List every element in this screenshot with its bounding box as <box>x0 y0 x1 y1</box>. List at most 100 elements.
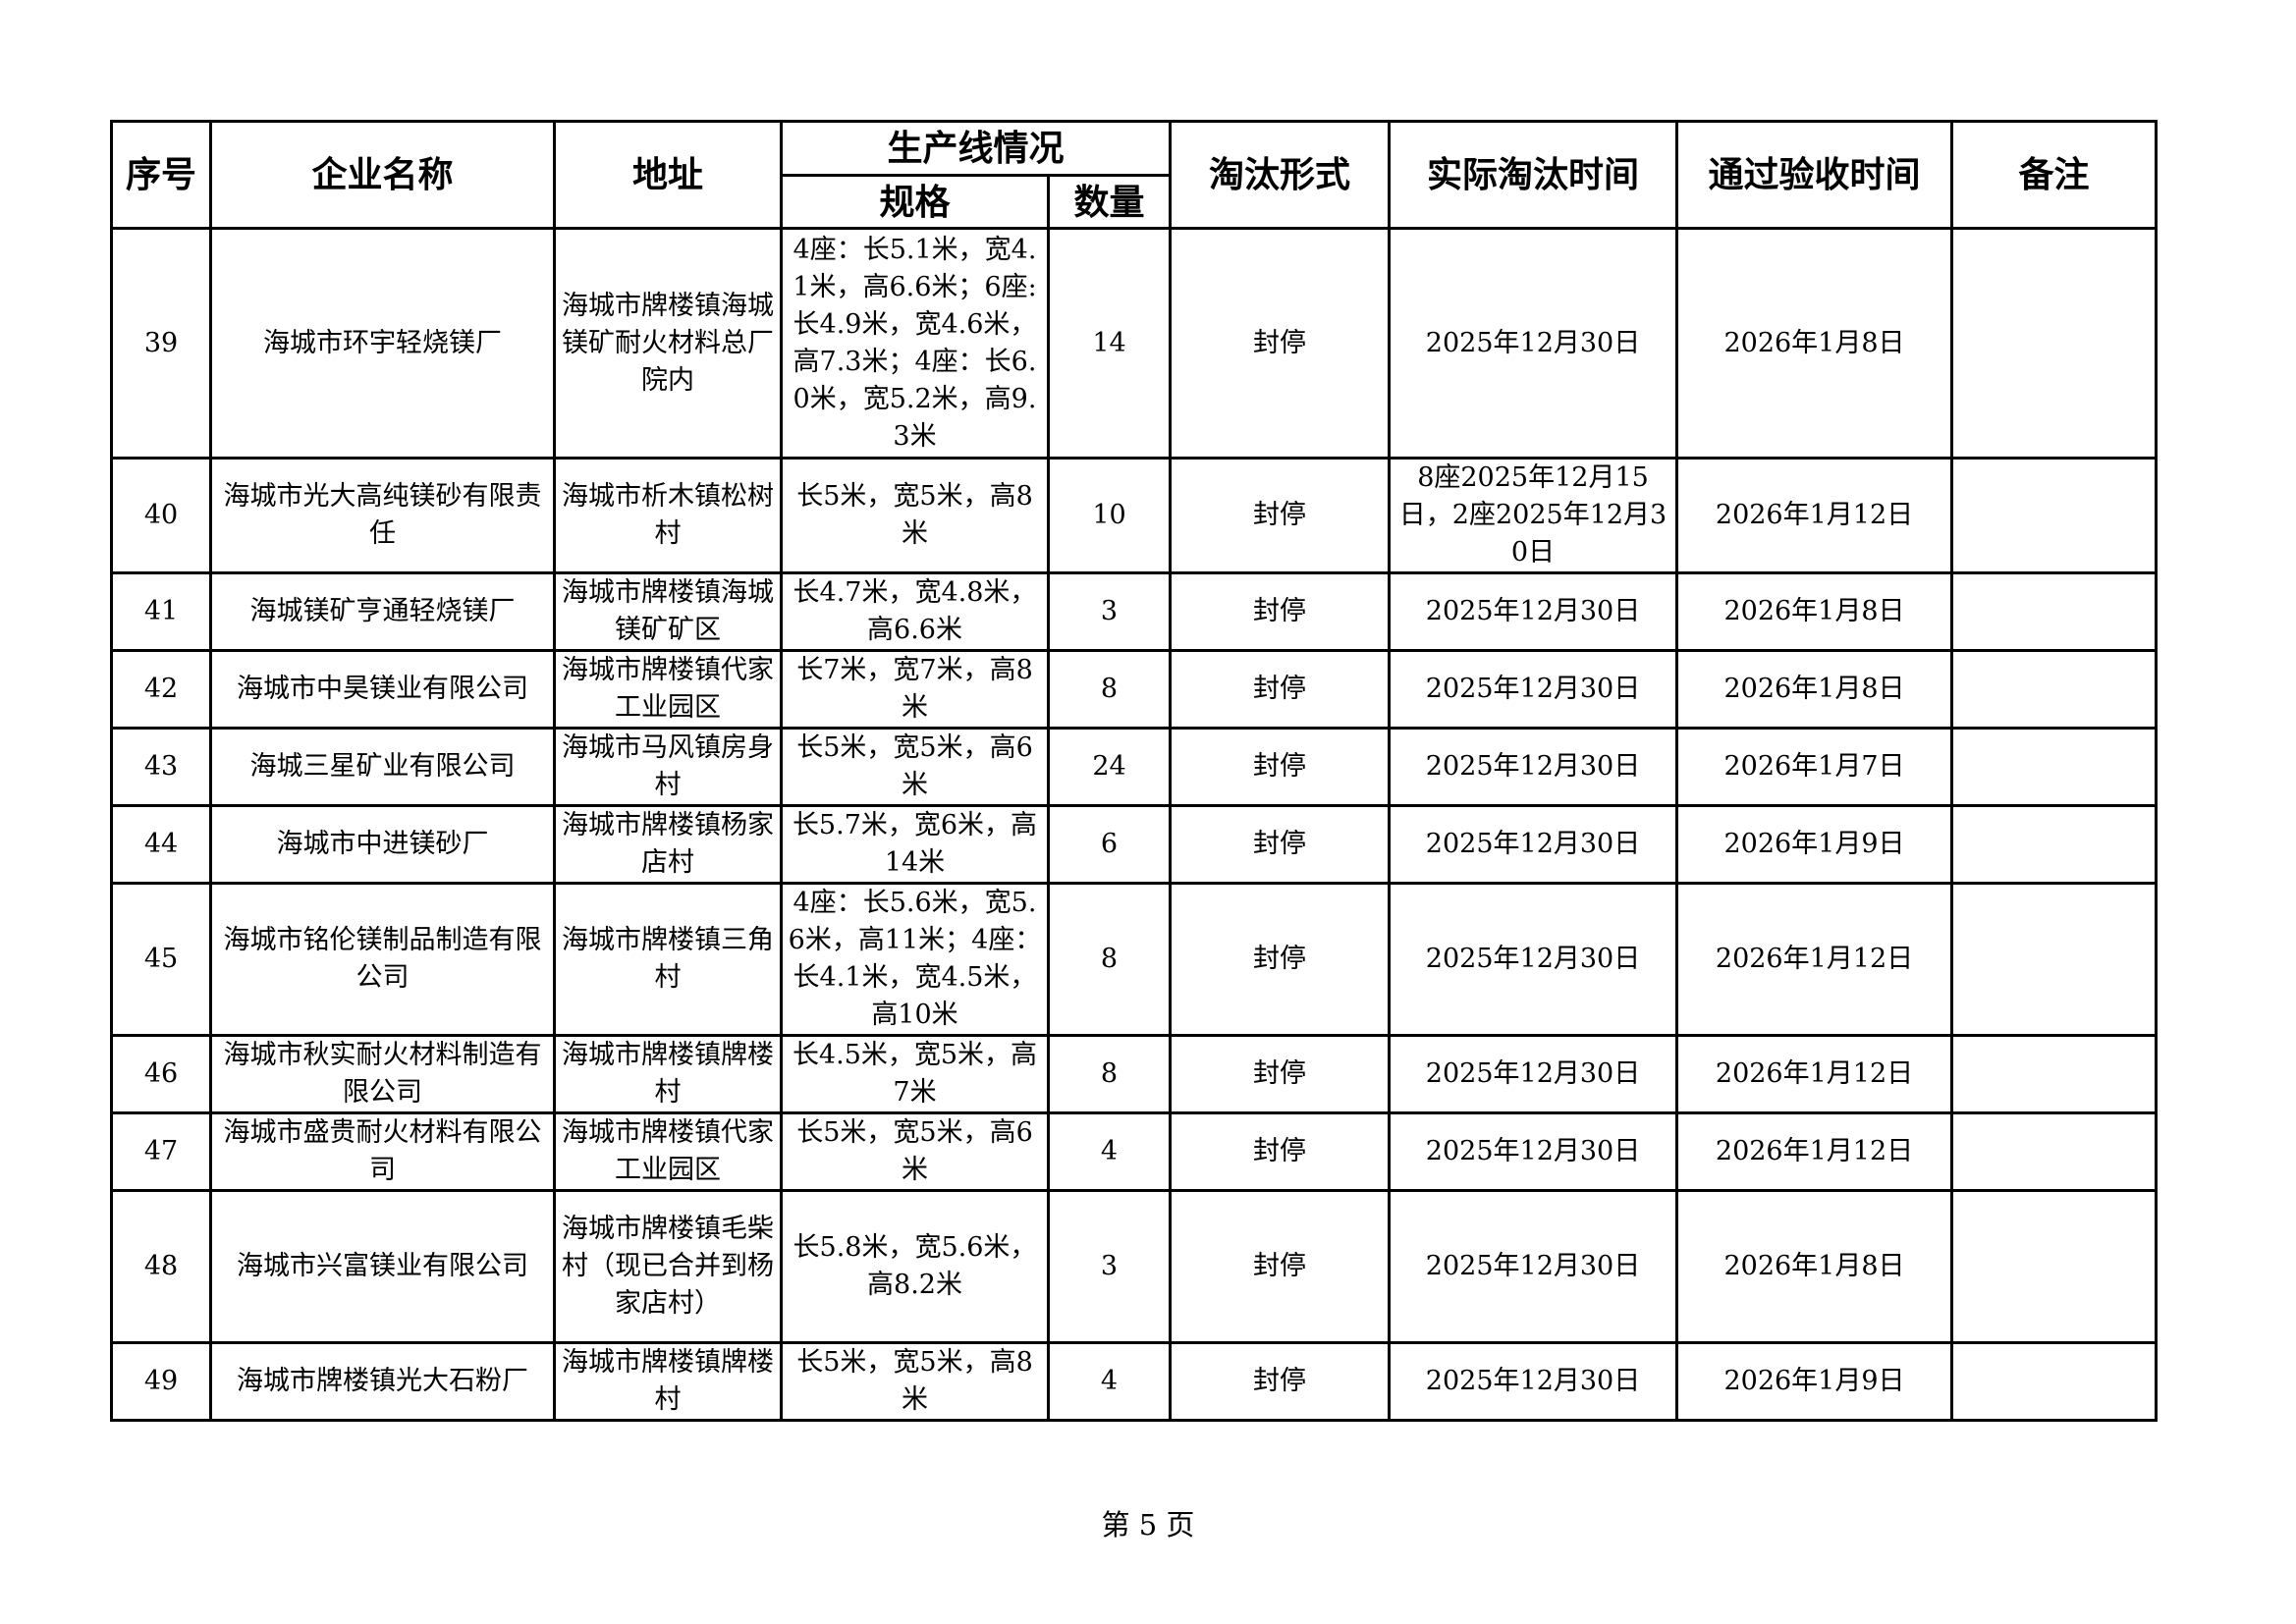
cell-actual-time: 2025年12月30日 <box>1388 727 1679 807</box>
cell-company: 海城市铭伦镁制品制造有限公司 <box>209 882 556 1037</box>
cell-form: 封停 <box>1169 649 1392 730</box>
table-row: 47 海城市盛贵耐火材料有限公司 海城市牌楼镇代家工业园区 长5米，宽5米，高6米 4 封… <box>110 1111 2159 1192</box>
cell-spec: 长5.8米，宽5.6米，高8.2米 <box>780 1189 1050 1344</box>
cell-accept-time: 2026年1月12日 <box>1675 457 1954 574</box>
cell-remark <box>1950 571 2159 652</box>
cell-address: 海城市牌楼镇毛柴村（现已合并到杨家店村） <box>553 1189 783 1344</box>
cell-company: 海城市盛贵耐火材料有限公司 <box>209 1111 556 1192</box>
cell-actual-time: 2025年12月30日 <box>1388 227 1679 460</box>
cell-address: 海城市析木镇松树村 <box>553 457 783 574</box>
cell-actual-time: 2025年12月30日 <box>1388 649 1679 730</box>
cell-seq: 48 <box>110 1189 212 1344</box>
cell-form: 封停 <box>1169 457 1392 574</box>
cell-seq: 40 <box>110 457 212 574</box>
cell-form: 封停 <box>1169 1189 1392 1344</box>
cell-company: 海城镁矿亨通轻烧镁厂 <box>209 571 556 652</box>
cell-accept-time: 2026年1月12日 <box>1675 882 1954 1037</box>
cell-seq: 42 <box>110 649 212 730</box>
cell-form: 封停 <box>1169 804 1392 885</box>
cell-company: 海城三星矿业有限公司 <box>209 727 556 807</box>
cell-company: 海城市光大高纯镁砂有限责任 <box>209 457 556 574</box>
cell-spec: 长5米，宽5米，高8米 <box>780 457 1050 574</box>
cell-spec: 长4.5米，宽5米，高7米 <box>780 1034 1050 1114</box>
cell-actual-time: 2025年12月30日 <box>1388 1034 1679 1114</box>
cell-address: 海城市牌楼镇代家工业园区 <box>553 649 783 730</box>
cell-seq: 46 <box>110 1034 212 1114</box>
cell-remark <box>1950 227 2159 460</box>
cell-form: 封停 <box>1169 571 1392 652</box>
cell-address: 海城市牌楼镇牌楼村 <box>553 1034 783 1114</box>
header-line-group: 生产线情况 <box>779 120 1173 177</box>
cell-remark <box>1950 1189 2159 1344</box>
cell-accept-time: 2026年1月8日 <box>1675 227 1954 460</box>
cell-qty: 4 <box>1046 1341 1173 1422</box>
cell-address: 海城市牌楼镇海城镁矿矿区 <box>553 571 783 652</box>
header-accept-time: 通过验收时间 <box>1675 120 1954 230</box>
cell-actual-time: 8座2025年12月15日，2座2025年12月30日 <box>1388 457 1679 574</box>
cell-remark <box>1950 727 2159 807</box>
cell-qty: 10 <box>1046 457 1173 574</box>
cell-form: 封停 <box>1169 1111 1392 1192</box>
table-row: 48 海城市兴富镁业有限公司 海城市牌楼镇毛柴村（现已合并到杨家店村） 长5.8米，宽… <box>110 1189 2159 1344</box>
cell-accept-time: 2026年1月9日 <box>1675 1341 1954 1422</box>
cell-accept-time: 2026年1月7日 <box>1675 727 1954 807</box>
cell-spec: 长7米，宽7米，高8米 <box>780 649 1050 730</box>
cell-qty: 14 <box>1046 227 1173 460</box>
cell-spec: 4座：长5.6米，宽5.6米，高11米；4座：长4.1米，宽4.5米，高10米 <box>780 882 1050 1037</box>
header-qty: 数量 <box>1046 174 1173 230</box>
cell-qty: 4 <box>1046 1111 1173 1192</box>
table-row: 49 海城市牌楼镇光大石粉厂 海城市牌楼镇牌楼村 长5米，宽5米，高8米 4 封停 2025… <box>110 1341 2159 1422</box>
cell-address: 海城市马风镇房身村 <box>553 727 783 807</box>
cell-company: 海城市中进镁砂厂 <box>209 804 556 885</box>
cell-remark <box>1950 882 2159 1037</box>
cell-actual-time: 2025年12月30日 <box>1388 1189 1679 1344</box>
cell-qty: 8 <box>1046 649 1173 730</box>
cell-address: 海城市牌楼镇海城镁矿耐火材料总厂院内 <box>553 227 783 460</box>
cell-address: 海城市牌楼镇三角村 <box>553 882 783 1037</box>
cell-remark <box>1950 457 2159 574</box>
cell-qty: 8 <box>1046 882 1173 1037</box>
table-row: 43 海城三星矿业有限公司 海城市马风镇房身村 长5米，宽5米，高6米 24 封停 2025… <box>110 727 2159 807</box>
cell-form: 封停 <box>1169 227 1392 460</box>
cell-spec: 4座：长5.1米，宽4.1米，高6.6米；6座:长4.9米，宽4.6米，高7.3… <box>780 227 1050 460</box>
cell-spec: 长5米，宽5米，高6米 <box>780 727 1050 807</box>
cell-seq: 47 <box>110 1111 212 1192</box>
header-address: 地址 <box>553 120 783 230</box>
cell-company: 海城市中昊镁业有限公司 <box>209 649 556 730</box>
table-row: 46 海城市秋实耐火材料制造有限公司 海城市牌楼镇牌楼村 长4.5米，宽5米，高7米 8… <box>110 1034 2159 1114</box>
table-row: 45 海城市铭伦镁制品制造有限公司 海城市牌楼镇三角村 4座：长5.6米，宽5.6米，… <box>110 882 2159 1037</box>
cell-seq: 49 <box>110 1341 212 1422</box>
cell-accept-time: 2026年1月12日 <box>1675 1034 1954 1114</box>
table-row: 42 海城市中昊镁业有限公司 海城市牌楼镇代家工业园区 长7米，宽7米，高8米 8 封停 2… <box>110 649 2159 730</box>
cell-qty: 6 <box>1046 804 1173 885</box>
cell-remark <box>1950 1034 2159 1114</box>
cell-company: 海城市环宇轻烧镁厂 <box>209 227 556 460</box>
cell-address: 海城市牌楼镇杨家店村 <box>553 804 783 885</box>
cell-accept-time: 2026年1月8日 <box>1675 649 1954 730</box>
cell-seq: 45 <box>110 882 212 1037</box>
cell-remark <box>1950 1341 2159 1422</box>
cell-seq: 44 <box>110 804 212 885</box>
cell-remark <box>1950 804 2159 885</box>
cell-qty: 3 <box>1046 1189 1173 1344</box>
header-actual-time: 实际淘汰时间 <box>1388 120 1679 230</box>
cell-qty: 24 <box>1046 727 1173 807</box>
table-row: 41 海城镁矿亨通轻烧镁厂 海城市牌楼镇海城镁矿矿区 长4.7米，宽4.8米，高6.6… <box>110 571 2159 652</box>
cell-form: 封停 <box>1169 1341 1392 1422</box>
cell-company: 海城市兴富镁业有限公司 <box>209 1189 556 1344</box>
cell-seq: 39 <box>110 227 212 460</box>
cell-form: 封停 <box>1169 882 1392 1037</box>
cell-seq: 43 <box>110 727 212 807</box>
cell-accept-time: 2026年1月12日 <box>1675 1111 1954 1192</box>
cell-seq: 41 <box>110 571 212 652</box>
cell-actual-time: 2025年12月30日 <box>1388 571 1679 652</box>
cell-form: 封停 <box>1169 727 1392 807</box>
cell-accept-time: 2026年1月8日 <box>1675 571 1954 652</box>
header-spec: 规格 <box>780 174 1050 230</box>
cell-spec: 长5米，宽5米，高8米 <box>780 1341 1050 1422</box>
page-number: 第 5 页 <box>1101 1508 1195 1542</box>
cell-accept-time: 2026年1月8日 <box>1675 1189 1954 1344</box>
cell-spec: 长5米，宽5米，高6米 <box>780 1111 1050 1192</box>
cell-qty: 8 <box>1046 1034 1173 1114</box>
cell-company: 海城市秋实耐火材料制造有限公司 <box>209 1034 556 1114</box>
